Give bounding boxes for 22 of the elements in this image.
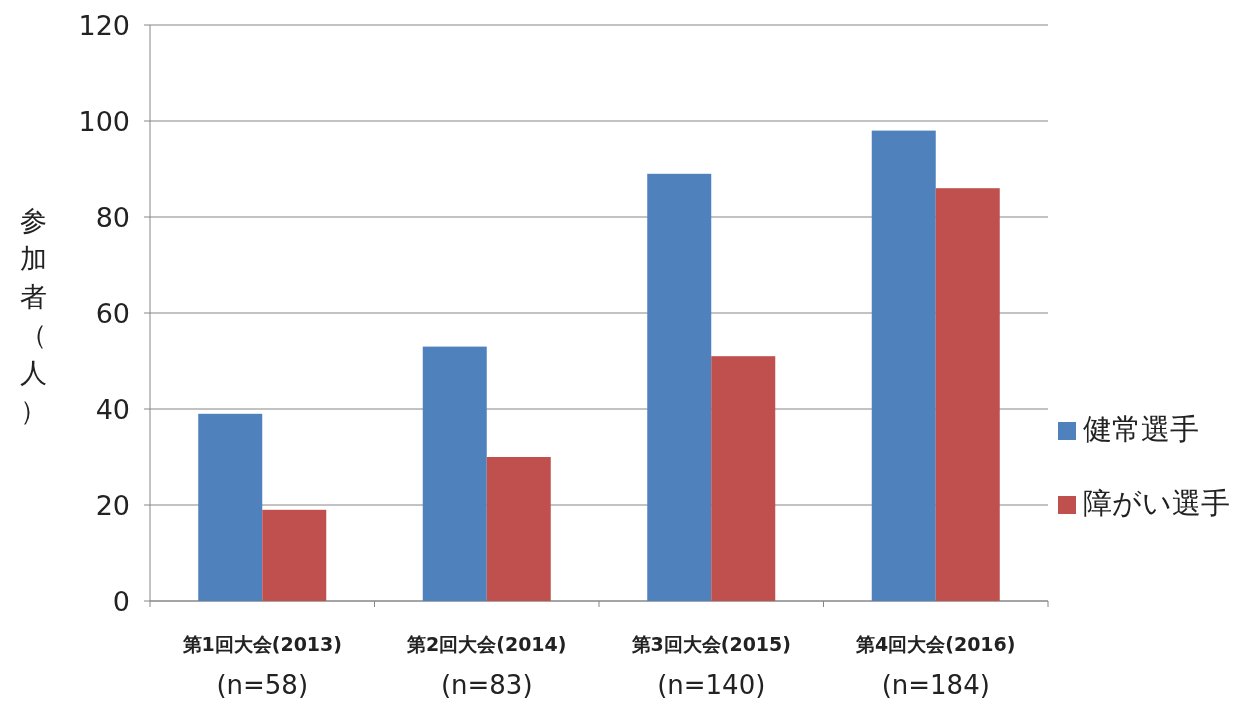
bar — [486, 457, 551, 601]
y-tick-label: 100 — [78, 106, 130, 137]
bar — [262, 509, 327, 601]
legend-label: 健常選手 — [1083, 412, 1199, 446]
x-tick-label: 第2回大会(2014) (n=83) — [406, 633, 567, 700]
bar — [198, 413, 263, 601]
y-tick-label: 120 — [78, 10, 130, 41]
bar — [711, 356, 776, 601]
y-tick-label: 60 — [95, 298, 130, 329]
bar — [422, 346, 487, 601]
x-tick-label: 第3回大会(2015) (n=140) — [630, 633, 791, 700]
x-tick-label: 第1回大会(2013) (n=58) — [181, 633, 342, 700]
y-axis-title: 参加者（人） — [19, 205, 47, 426]
bar — [935, 188, 1000, 601]
bar — [871, 130, 936, 601]
y-tick-label: 20 — [95, 490, 130, 521]
x-tick-label: 第4回大会(2016) (n=184) — [855, 633, 1016, 700]
y-tick-label: 0 — [112, 586, 130, 617]
bar — [647, 173, 712, 601]
y-tick-label: 40 — [95, 394, 130, 425]
y-tick-label: 80 — [95, 202, 130, 233]
legend-label: 障がい選手 — [1083, 486, 1230, 520]
